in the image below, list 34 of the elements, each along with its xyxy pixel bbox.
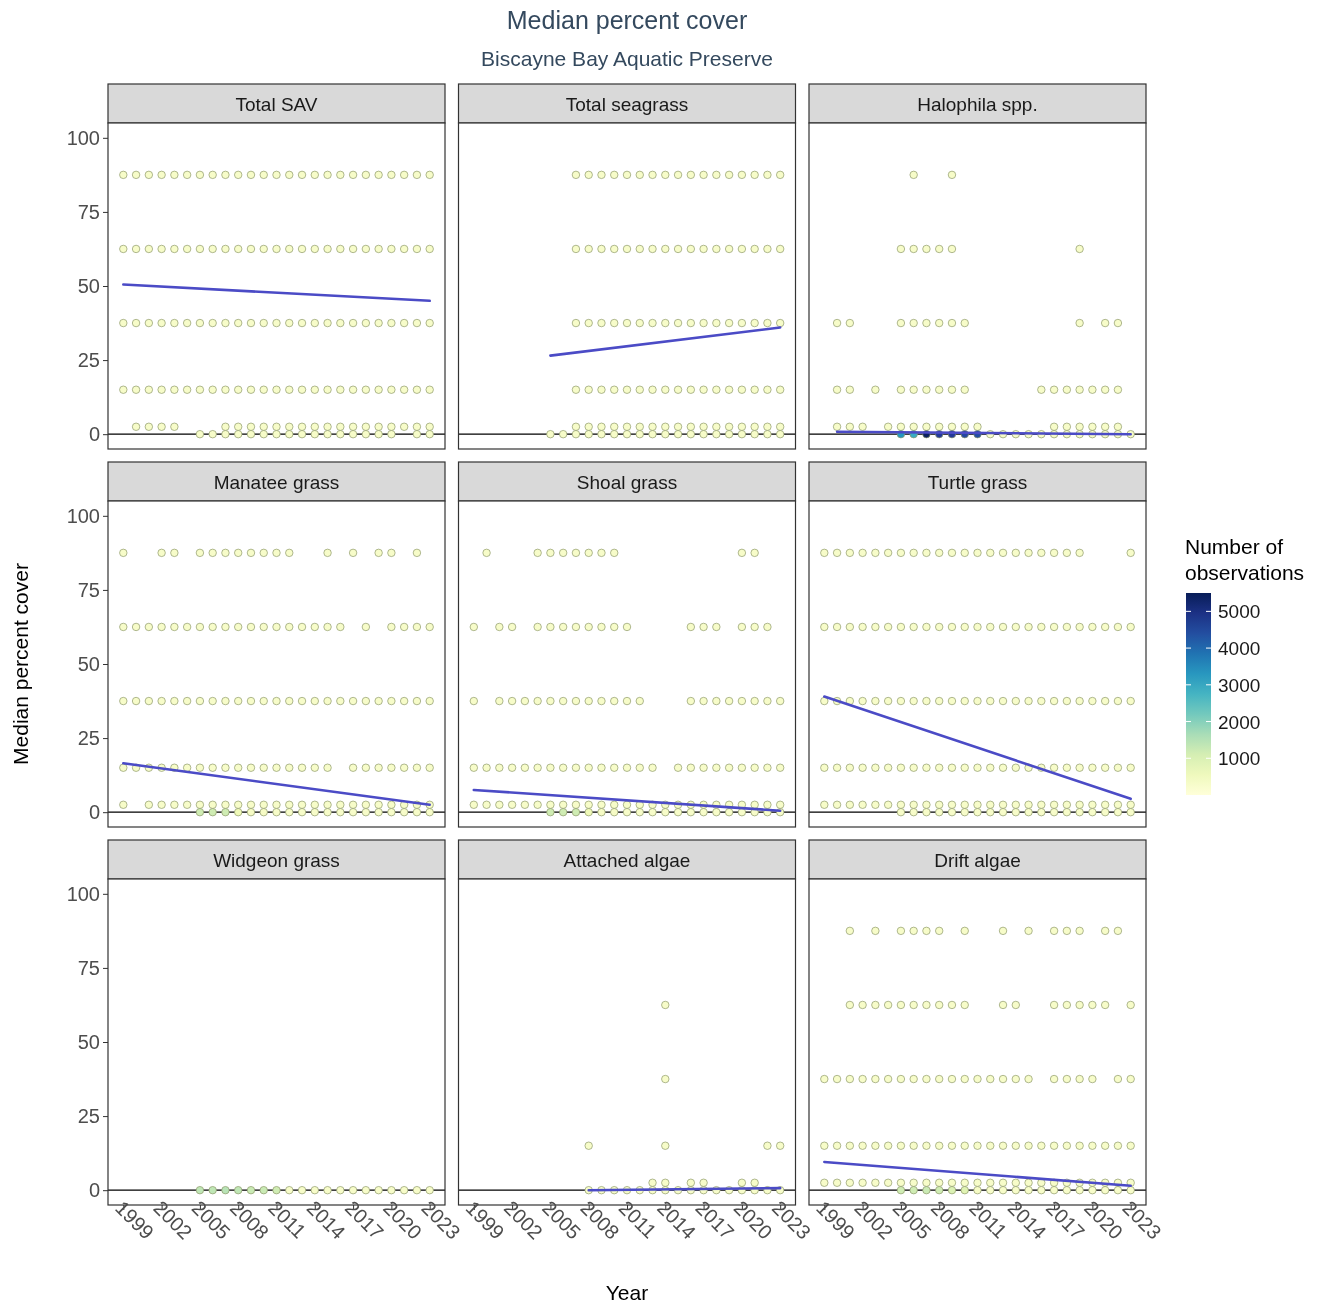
chart-title: Turtle grass <box>927 471 1028 493</box>
chart-title: Shoal grass <box>576 471 678 493</box>
y-tick-label: 50 <box>77 1030 100 1053</box>
x-axis-title: Year <box>605 1281 649 1304</box>
chart-title: Attached algae <box>563 849 691 871</box>
y-tick-label: 75 <box>77 200 100 223</box>
chart-title: Total SAV <box>235 93 318 115</box>
y-tick-label: 100 <box>66 504 100 527</box>
y-tick-label: 25 <box>77 726 100 749</box>
color-bar-label: 1000 <box>1218 748 1261 770</box>
color-bar-label: 2000 <box>1218 711 1261 733</box>
y-tick-label: 100 <box>66 882 100 905</box>
y-tick-label: 50 <box>77 652 100 675</box>
chart-title: Widgeon grass <box>213 849 340 871</box>
y-tick-label: 0 <box>88 423 100 446</box>
color-bar-label: 4000 <box>1218 638 1261 660</box>
color-bar-title: Number of observations <box>1185 535 1305 584</box>
color-bar-label: 3000 <box>1218 674 1261 696</box>
y-tick-label: 25 <box>77 1104 100 1127</box>
chart-title: Halophila spp. <box>917 93 1038 115</box>
y-tick-label: 75 <box>77 956 100 979</box>
text: Biscayne Bay Aquatic Preserve <box>481 47 773 70</box>
chart-title: Total seagrass <box>565 93 689 115</box>
y-axis-title: Median percent cover <box>9 563 32 765</box>
chart-title: Drift algae <box>934 849 1021 871</box>
color-bar-label: 5000 <box>1218 601 1261 623</box>
y-tick-label: 100 <box>66 126 100 149</box>
y-tick-label: 50 <box>77 274 100 297</box>
y-tick-label: 0 <box>88 1179 100 1202</box>
y-tick-label: 75 <box>77 578 100 601</box>
y-tick-label: 0 <box>88 801 100 824</box>
chart-title: Manatee grass <box>213 471 340 493</box>
text: Median percent cover <box>506 6 748 34</box>
y-tick-label: 25 <box>77 348 100 371</box>
